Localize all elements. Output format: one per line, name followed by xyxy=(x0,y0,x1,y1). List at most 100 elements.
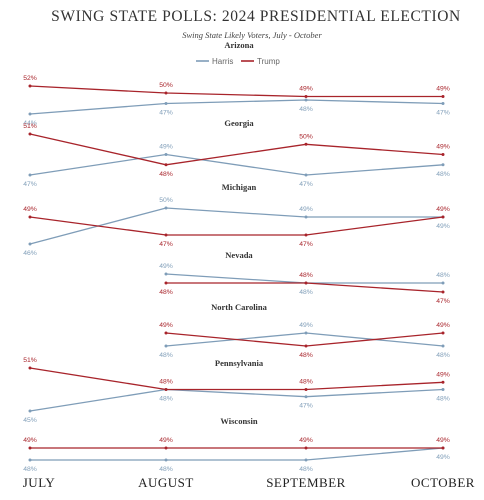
data-label-trump: 49% xyxy=(436,144,450,151)
data-label-trump: 48% xyxy=(159,171,173,178)
data-label-harris: 49% xyxy=(159,144,173,151)
panel-georgia: Georgia 47% 49% 47% 48% 51% 48% 50% 49% xyxy=(23,118,450,188)
data-point-trump xyxy=(304,281,308,285)
panel-title: Pennsylvania xyxy=(215,358,264,368)
panel-wisconsin: Wisconsin 48% 48% 48% 49% 49% 49% 49% 49% xyxy=(23,416,450,473)
data-label-harris: 49% xyxy=(436,223,450,230)
legend-label-trump: Trump xyxy=(257,57,280,66)
data-point-trump xyxy=(441,290,445,294)
data-label-harris: 48% xyxy=(159,396,173,403)
series-line-harris xyxy=(29,207,443,245)
panel-title: North Carolina xyxy=(211,302,268,312)
data-point-harris xyxy=(164,458,168,462)
data-label-harris: 48% xyxy=(299,289,313,296)
data-point-harris xyxy=(304,173,308,177)
data-point-harris xyxy=(304,395,308,399)
data-label-trump: 50% xyxy=(299,133,313,140)
data-label-harris: 44% xyxy=(23,120,37,127)
data-point-harris xyxy=(304,331,308,335)
data-point-trump xyxy=(441,380,445,384)
data-point-trump xyxy=(28,366,32,370)
panels: Arizona 44% 47% 48% 47% 52% 50% 49% 49% Georgia 47… xyxy=(23,40,450,473)
data-point-harris xyxy=(304,458,308,462)
data-label-harris: 49% xyxy=(299,206,313,213)
series-line-trump xyxy=(165,332,444,347)
data-label-trump: 47% xyxy=(436,298,450,305)
series-line-harris xyxy=(30,447,444,461)
data-label-harris: 48% xyxy=(436,171,450,178)
data-point-harris xyxy=(28,173,32,177)
data-point-harris xyxy=(28,458,32,462)
series-line-trump xyxy=(29,133,444,166)
data-point-trump xyxy=(441,153,445,156)
data-point-trump xyxy=(304,446,308,450)
data-point-harris xyxy=(441,102,445,105)
data-point-trump xyxy=(28,446,32,450)
x-tick-label: OCTOBER xyxy=(411,475,475,490)
data-label-harris: 47% xyxy=(23,181,37,188)
data-point-trump xyxy=(164,233,168,237)
data-label-trump: 48% xyxy=(159,289,173,296)
data-label-harris: 48% xyxy=(299,466,313,473)
data-point-trump xyxy=(304,95,308,98)
data-point-harris xyxy=(441,281,445,285)
data-label-trump: 49% xyxy=(299,86,313,93)
data-point-trump xyxy=(441,331,445,335)
data-point-harris xyxy=(304,215,308,219)
data-point-harris xyxy=(28,409,32,413)
data-point-trump xyxy=(441,446,445,450)
data-label-trump: 48% xyxy=(159,379,173,386)
data-label-trump: 49% xyxy=(436,371,450,378)
series-line-harris xyxy=(29,99,444,115)
data-point-trump xyxy=(441,95,445,98)
panel-pennsylvania: Pennsylvania 45% 48% 47% 48% 51% 48% 48% 49% xyxy=(23,357,450,424)
data-label-trump: 49% xyxy=(159,322,173,329)
series-line-harris xyxy=(29,153,444,176)
panel-title: Michigan xyxy=(222,182,257,192)
x-tick-label: JULY xyxy=(23,475,56,490)
data-label-harris: 47% xyxy=(299,403,313,410)
data-label-harris: 46% xyxy=(23,250,37,257)
data-point-trump xyxy=(441,215,445,219)
data-point-trump xyxy=(164,281,168,285)
panel-title: Arizona xyxy=(224,40,254,50)
data-label-trump: 49% xyxy=(436,86,450,93)
data-point-harris xyxy=(441,163,445,167)
data-point-harris xyxy=(28,112,32,116)
x-axis: JULY AUGUST SEPTEMBER OCTOBER xyxy=(23,475,475,490)
data-point-harris xyxy=(441,344,445,348)
data-point-trump xyxy=(28,84,32,88)
panel-nevada: Nevada 49% 48% 48% 48% 48% 47% xyxy=(159,250,450,305)
data-label-trump: 48% xyxy=(299,379,313,386)
data-point-harris xyxy=(164,344,168,348)
data-label-harris: 45% xyxy=(23,417,37,424)
data-point-trump xyxy=(164,91,168,95)
data-point-harris xyxy=(164,102,168,105)
legend-label-harris: Harris xyxy=(212,57,233,66)
chart-title: SWING STATE POLLS: 2024 PRESIDENTIAL ELE… xyxy=(51,8,461,25)
panel-north-carolina: North Carolina 48% 49% 48% 49% 48% 49% xyxy=(159,302,450,359)
data-point-trump xyxy=(304,142,308,146)
data-point-harris xyxy=(441,388,445,391)
data-label-trump: 49% xyxy=(436,322,450,329)
data-label-trump: 49% xyxy=(23,437,37,444)
series-line-trump xyxy=(29,85,443,98)
data-label-trump: 47% xyxy=(159,241,173,248)
data-label-trump: 51% xyxy=(23,123,37,130)
data-label-harris: 50% xyxy=(159,197,173,204)
data-label-trump: 52% xyxy=(23,75,37,82)
data-label-harris: 49% xyxy=(299,322,313,329)
data-point-harris xyxy=(164,206,168,210)
data-point-trump xyxy=(28,215,32,219)
series-line-harris xyxy=(165,332,444,347)
x-tick-label: SEPTEMBER xyxy=(266,475,346,490)
data-point-trump xyxy=(164,388,168,391)
data-label-harris: 48% xyxy=(159,352,173,359)
data-label-trump: 49% xyxy=(23,206,37,213)
data-label-trump: 49% xyxy=(436,206,450,213)
series-line-trump xyxy=(29,216,444,236)
data-point-trump xyxy=(304,344,308,348)
panel-title: Nevada xyxy=(225,250,253,260)
data-point-trump xyxy=(304,233,308,237)
